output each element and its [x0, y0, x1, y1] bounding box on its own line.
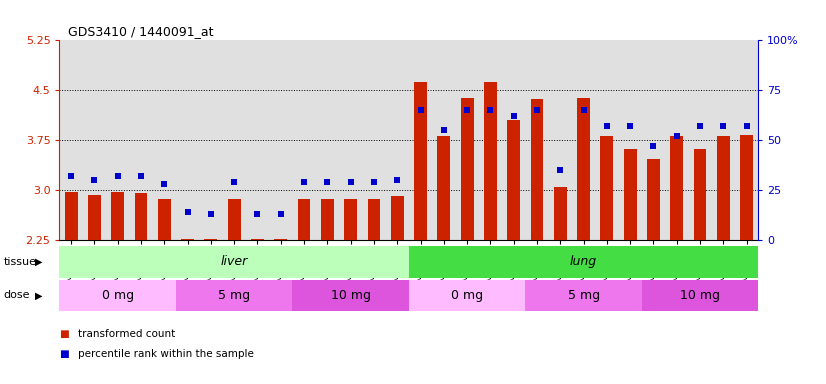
Bar — [554, 187, 567, 240]
Bar — [409, 246, 758, 278]
Bar — [292, 40, 316, 240]
Bar — [135, 194, 147, 240]
Bar — [596, 40, 619, 240]
Bar — [502, 40, 525, 240]
Bar — [455, 40, 479, 240]
Bar — [269, 40, 292, 240]
Bar — [339, 40, 363, 240]
Bar — [484, 81, 496, 240]
Bar — [83, 40, 106, 240]
Text: transformed count: transformed count — [78, 329, 175, 339]
Bar — [363, 40, 386, 240]
Bar — [438, 136, 450, 240]
Text: 10 mg: 10 mg — [330, 289, 371, 302]
Bar — [59, 280, 176, 311]
Bar — [251, 239, 263, 240]
Bar — [572, 40, 596, 240]
Bar — [321, 199, 334, 240]
Bar — [619, 40, 642, 240]
Bar — [717, 136, 729, 240]
Bar — [130, 40, 153, 240]
Bar — [297, 199, 311, 240]
Bar — [647, 159, 660, 240]
Bar — [671, 136, 683, 240]
Bar — [368, 199, 380, 240]
Text: tissue: tissue — [3, 257, 36, 267]
Bar — [344, 199, 357, 240]
Text: 10 mg: 10 mg — [680, 289, 720, 302]
Text: 0 mg: 0 mg — [451, 289, 483, 302]
Text: GDS3410 / 1440091_at: GDS3410 / 1440091_at — [68, 25, 213, 38]
Bar — [205, 239, 217, 240]
Bar — [158, 199, 171, 240]
Bar — [153, 40, 176, 240]
Bar — [391, 196, 404, 240]
Bar — [740, 135, 753, 240]
Bar — [432, 40, 455, 240]
Bar — [292, 280, 409, 311]
Bar — [642, 280, 758, 311]
Bar — [577, 98, 590, 240]
Bar — [222, 40, 246, 240]
Text: ■: ■ — [59, 349, 69, 359]
Text: 5 mg: 5 mg — [567, 289, 600, 302]
Text: lung: lung — [570, 255, 597, 268]
Bar — [316, 40, 339, 240]
Bar — [601, 136, 613, 240]
Text: liver: liver — [221, 255, 248, 268]
Bar — [176, 280, 292, 311]
Text: ■: ■ — [59, 329, 69, 339]
Bar — [59, 246, 409, 278]
Text: 5 mg: 5 mg — [218, 289, 250, 302]
Bar — [88, 195, 101, 240]
Bar — [414, 82, 427, 240]
Bar — [548, 40, 572, 240]
Bar — [64, 192, 78, 240]
Text: 0 mg: 0 mg — [102, 289, 134, 302]
Bar — [530, 99, 544, 240]
Bar — [735, 40, 758, 240]
Text: ▶: ▶ — [35, 290, 42, 301]
Bar — [386, 40, 409, 240]
Bar — [274, 239, 287, 240]
Bar — [106, 40, 130, 240]
Bar — [624, 149, 637, 240]
Bar — [409, 280, 525, 311]
Bar — [199, 40, 222, 240]
Bar — [461, 98, 473, 240]
Text: percentile rank within the sample: percentile rank within the sample — [78, 349, 254, 359]
Bar — [642, 40, 665, 240]
Text: ▶: ▶ — [35, 257, 42, 267]
Bar — [479, 40, 502, 240]
Bar — [228, 199, 240, 240]
Bar — [246, 40, 269, 240]
Text: dose: dose — [3, 290, 30, 301]
Bar — [409, 40, 432, 240]
Bar — [507, 120, 520, 240]
Bar — [59, 40, 83, 240]
Bar — [665, 40, 688, 240]
Bar — [712, 40, 735, 240]
Bar — [525, 280, 642, 311]
Bar — [176, 40, 199, 240]
Bar — [688, 40, 712, 240]
Bar — [525, 40, 548, 240]
Bar — [694, 149, 706, 240]
Bar — [112, 192, 124, 240]
Bar — [181, 239, 194, 240]
